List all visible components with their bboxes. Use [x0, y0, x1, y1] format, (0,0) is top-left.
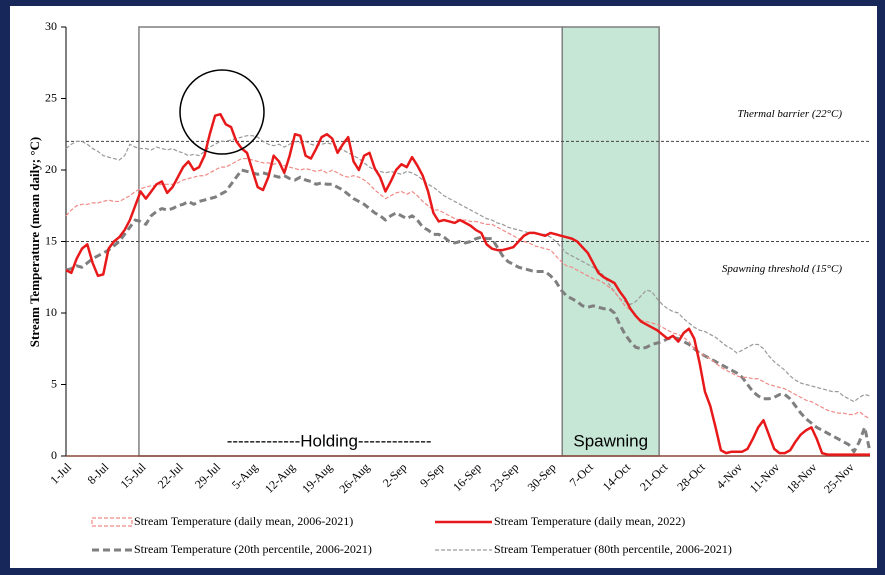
legend-label: Stream Temperature (daily mean, 2006-202…	[134, 514, 353, 528]
legend-label: Stream Temperatuer (80th percentile, 200…	[494, 542, 732, 556]
series-line	[65, 168, 872, 454]
y-axis-title: Stream Temperature (mean daily; °C)	[27, 137, 42, 348]
y-tick-label: 15	[45, 233, 57, 247]
highlight-circle	[179, 69, 265, 155]
y-tick-label: 30	[45, 19, 57, 33]
series-line	[65, 112, 870, 456]
legend-swatch	[91, 517, 133, 527]
legend-label: Stream Temperature (20th percentile, 200…	[134, 542, 372, 556]
annotation: Spawning	[573, 431, 648, 450]
annotation: -------------Holding-------------	[227, 431, 432, 450]
series-line	[65, 135, 871, 403]
y-tick-label: 20	[45, 162, 57, 176]
chart-panel	[10, 6, 877, 568]
legend-label: Stream Temperature (daily mean, 2022)	[494, 514, 685, 528]
y-tick-label: 10	[45, 305, 57, 319]
series-line	[65, 157, 871, 420]
y-tick-label: 0	[51, 448, 57, 462]
reference-label: Spawning threshold (15°C)	[722, 263, 842, 275]
y-tick-label: 5	[51, 376, 57, 390]
reference-label: Thermal barrier (22°C)	[737, 108, 842, 120]
y-tick-label: 25	[45, 90, 57, 104]
